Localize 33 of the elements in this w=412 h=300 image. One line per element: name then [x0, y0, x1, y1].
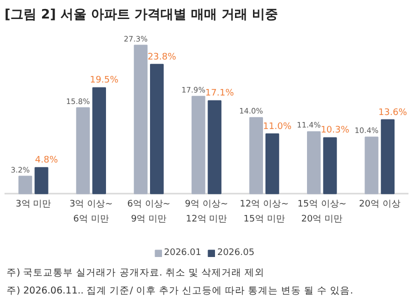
- bar: [92, 87, 106, 194]
- bar: [364, 136, 378, 194]
- x-tick-label: 6억 이상~ 9억 미만: [127, 200, 170, 225]
- data-label: 4.8%: [35, 156, 58, 166]
- bar: [249, 117, 263, 194]
- data-label: 11.0%: [263, 122, 292, 132]
- data-label: 19.5%: [90, 76, 119, 86]
- bar: [307, 131, 321, 194]
- bar: [18, 176, 32, 194]
- bar: [192, 96, 206, 194]
- chart-title: [그림 2] 서울 아파트 가격대별 매매 거래 비중: [4, 8, 278, 22]
- data-label: 13.6%: [378, 108, 408, 118]
- x-tick-label: 20억 이상: [358, 200, 400, 210]
- bar: [380, 119, 395, 194]
- x-tick-label: 3억 이상~ 6억 미만: [70, 200, 113, 225]
- x-tick-label: 9억 이상~ 12억 미만: [184, 200, 228, 225]
- x-tick-label: 12억 이상~ 15억 미만: [240, 200, 289, 225]
- bar: [265, 133, 280, 194]
- text: 주) 2026.06.11.. 집계 기준/ 이후 추가 신고등에 따라 통계는 변동 될 수 있음.: [6, 286, 354, 296]
- data-label: 10.3%: [320, 126, 350, 136]
- data-label: 23.8%: [148, 52, 177, 62]
- bar: [76, 107, 90, 194]
- bar: [34, 167, 48, 194]
- bar: [134, 44, 148, 194]
- text: 주) 국토교통부 실거래가 공개자료. 취소 및 삭제거래 제외: [6, 268, 264, 278]
- legend-label: 2026.01: [164, 248, 202, 258]
- bar: [323, 137, 337, 194]
- x-tick-label: 3억 미만: [16, 200, 52, 210]
- x-tick-label: 15억 이상~ 20억 미만: [298, 200, 346, 225]
- data-label: 17.1%: [205, 88, 234, 99]
- legend-label: 2026.05: [217, 248, 254, 258]
- bar: [150, 64, 164, 194]
- bar: [208, 100, 222, 194]
